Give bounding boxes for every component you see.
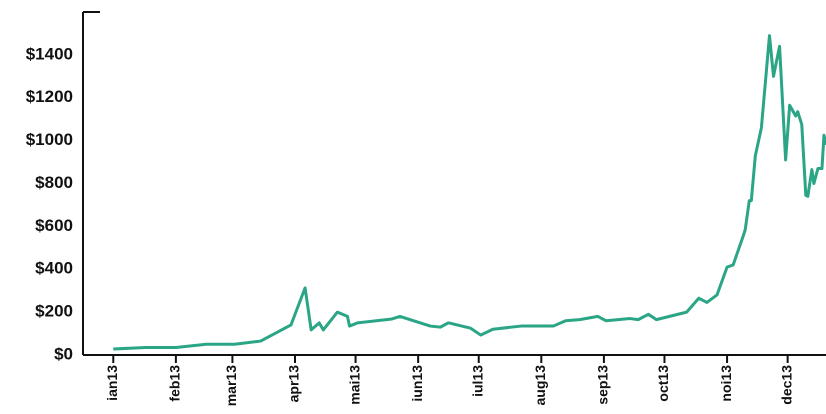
- y-tick-label: $800: [35, 173, 73, 192]
- y-tick-label: $1200: [26, 87, 73, 106]
- x-tick-label: ian13: [104, 365, 120, 401]
- y-tick-label: $1000: [26, 130, 73, 149]
- x-tick-label: mar13: [223, 365, 239, 406]
- x-tick-label: iun13: [409, 365, 425, 402]
- x-tick-label: dec13: [778, 365, 794, 405]
- y-tick-label: $400: [35, 259, 73, 278]
- y-tick-label: $600: [35, 216, 73, 235]
- x-tick-label: oct13: [655, 365, 671, 402]
- x-tick-label: aug13: [532, 365, 548, 406]
- y-tick-label: $1400: [26, 44, 73, 63]
- y-tick-label: $0: [54, 344, 73, 363]
- y-tick-label: $200: [35, 302, 73, 321]
- x-tick-label: feb13: [167, 365, 183, 402]
- price-line: [113, 34, 826, 351]
- x-tick-label: mai13: [346, 365, 362, 405]
- x-tick-label: iul13: [469, 365, 485, 397]
- x-tick-label: sep13: [595, 365, 611, 405]
- x-tick-label: apr13: [286, 365, 302, 403]
- x-tick-label: noi13: [718, 365, 734, 402]
